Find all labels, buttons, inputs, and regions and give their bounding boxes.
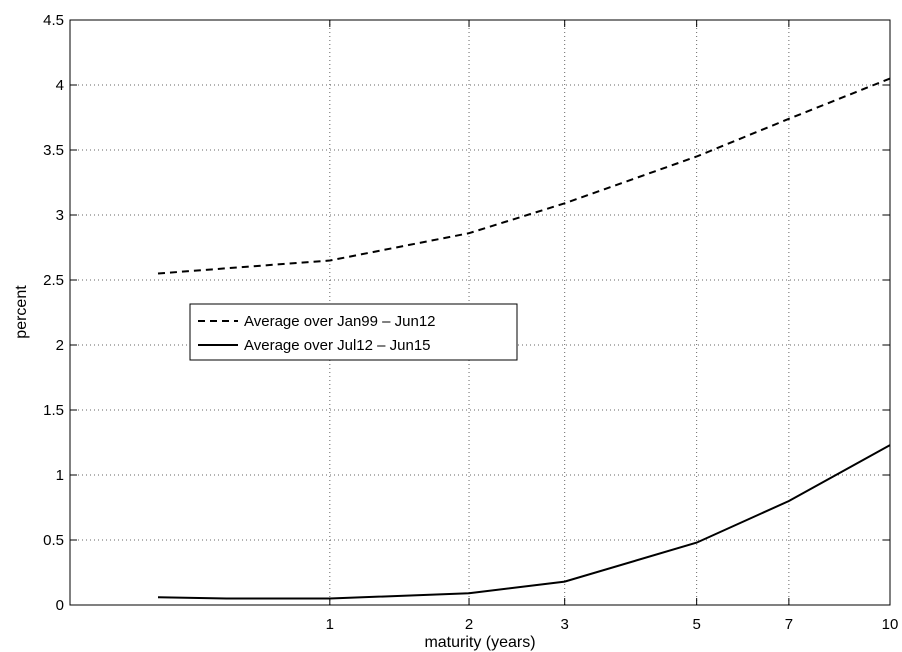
y-tick-label: 4	[56, 77, 64, 94]
ticks	[70, 19, 891, 606]
y-tick-label: 4.5	[43, 12, 64, 29]
x-axis-label: maturity (years)	[424, 634, 535, 651]
x-tick-label: 1	[326, 616, 334, 633]
legend-label-jul12: Average over Jul12 – Jun15	[244, 337, 431, 354]
x-tick-label: 5	[692, 616, 700, 633]
y-tick-label: 0	[56, 597, 64, 614]
legend-label-jan99: Average over Jan99 – Jun12	[244, 313, 436, 330]
x-tick-label: 7	[785, 616, 793, 633]
series-group	[157, 77, 891, 600]
series-line-1	[157, 77, 891, 275]
plot-frame	[69, 19, 891, 606]
y-tick-label: 3.5	[43, 142, 64, 159]
y-tick-label: 0.5	[43, 532, 64, 549]
x-tick-label: 10	[882, 616, 899, 633]
legend-box	[189, 303, 518, 361]
x-tick-label: 3	[561, 616, 569, 633]
y-tick-label: 2.5	[43, 272, 64, 289]
tick-labels: 1 2 3 5 7 10 0 0.5 1 1.5 2 2.5 3 3.5 4 4.5	[43, 12, 898, 633]
y-tick-label: 1.5	[43, 402, 64, 419]
legend: Average over Jan99 – Jun12 Average over …	[189, 303, 518, 361]
y-tick-label: 1	[56, 467, 64, 484]
y-tick-label: 2	[56, 337, 64, 354]
x-tick-label: 2	[465, 616, 473, 633]
y-axis-label: percent	[13, 285, 30, 339]
series-line-2	[157, 444, 891, 600]
y-tick-label: 3	[56, 207, 64, 224]
